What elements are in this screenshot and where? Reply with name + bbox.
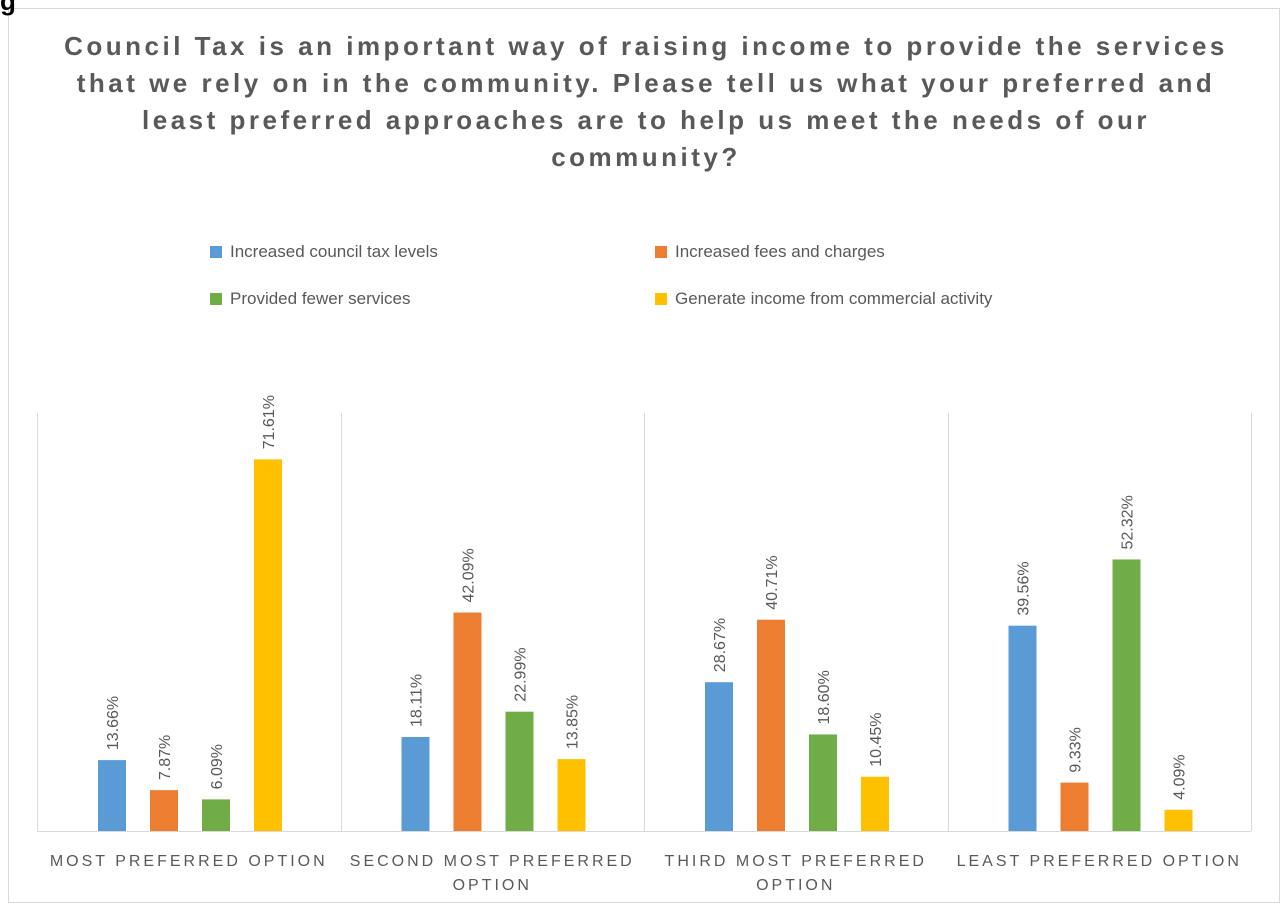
bar: [557, 759, 586, 831]
data-label: 52.32%: [1120, 495, 1137, 549]
data-label: 18.11%: [409, 674, 426, 727]
bar: [202, 799, 230, 831]
bar: [757, 619, 785, 831]
category-label: THIRD MOST PREFERRED: [665, 853, 927, 870]
data-label: 18.60%: [816, 670, 833, 724]
bar: [150, 790, 178, 831]
bar: [1164, 809, 1193, 831]
bar: [505, 711, 534, 831]
bar: [254, 459, 282, 831]
data-label: 9.33%: [1068, 727, 1085, 772]
bar: [705, 682, 733, 831]
data-label: 40.71%: [764, 555, 781, 609]
cropped-heading-fragment: g: [0, 0, 16, 16]
category-label: MOST PREFERRED OPTION: [50, 853, 328, 870]
category-label: LEAST PREFERRED OPTION: [957, 853, 1242, 870]
data-label: 71.61%: [261, 395, 278, 449]
data-label: 7.87%: [157, 735, 174, 780]
bar: [809, 734, 837, 831]
bar: [1112, 559, 1141, 831]
bar: [1060, 782, 1089, 831]
category-label: OPTION: [453, 877, 532, 894]
data-label: 22.99%: [513, 647, 530, 701]
data-label: 39.56%: [1016, 561, 1033, 615]
bar: [98, 760, 126, 831]
data-label: 6.09%: [209, 744, 226, 789]
bar: [1008, 625, 1037, 831]
bar: [453, 612, 482, 831]
data-label: 13.66%: [105, 696, 122, 750]
category-label: SECOND MOST PREFERRED: [350, 853, 635, 870]
data-label: 28.67%: [712, 618, 729, 672]
data-label: 4.09%: [1172, 754, 1189, 799]
category-label: OPTION: [756, 877, 835, 894]
bar: [401, 737, 430, 831]
data-label: 42.09%: [461, 548, 478, 602]
bar: [861, 776, 889, 831]
data-label: 10.45%: [868, 712, 885, 766]
data-label: 13.85%: [565, 695, 582, 749]
chart-title: Council Tax is an important way of raisi…: [64, 31, 1228, 172]
